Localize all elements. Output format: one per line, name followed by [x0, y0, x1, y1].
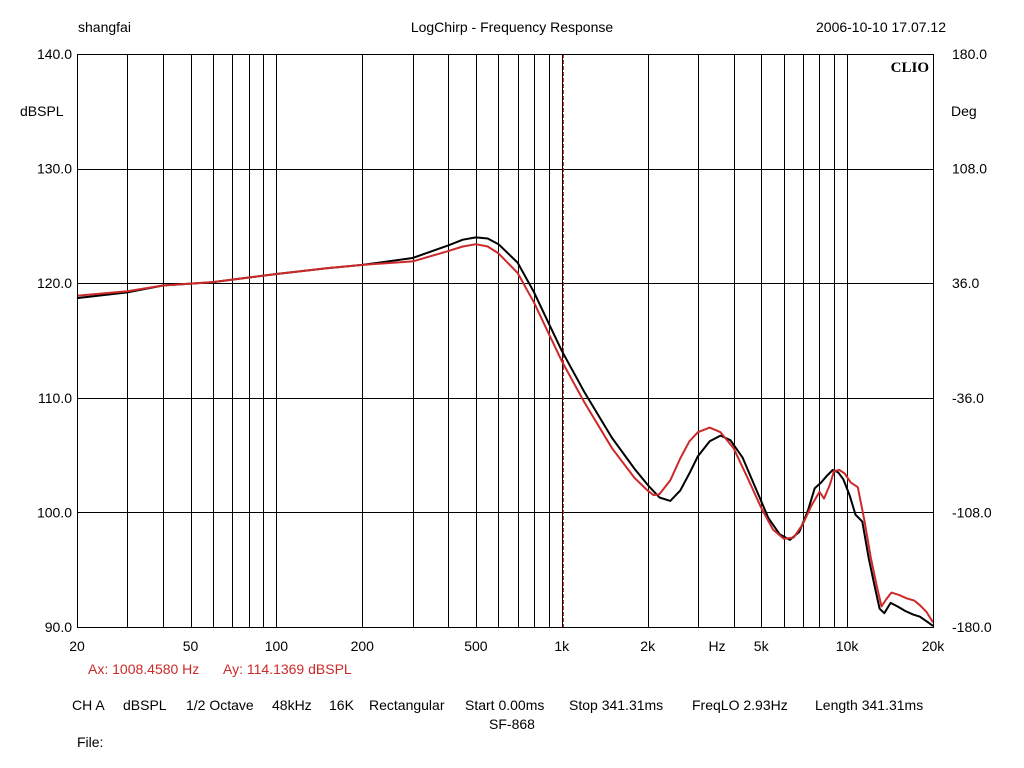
x-tick-label: 50	[183, 638, 199, 654]
footer-setting-item: CH A	[72, 697, 105, 713]
x-tick-label: Hz	[708, 638, 725, 654]
y2-tick-label: 108.0	[952, 161, 987, 177]
x-tick-label: 200	[351, 638, 375, 654]
series-line-2	[76, 243, 934, 623]
tick-labels: 20 50 100 200 500 1k 2k Hz 5k 10k 20k 90.0 100.0 110.…	[37, 46, 992, 654]
footer-setting-item: Start 0.00ms	[465, 697, 545, 713]
x-tick-label: 100	[265, 638, 289, 654]
y-axis-label: dBSPL	[20, 103, 64, 119]
y2-tick-label: -180.0	[952, 619, 992, 635]
y2-axis-label: Deg	[951, 103, 977, 119]
footer-setting-item: dBSPL	[123, 697, 167, 713]
y2-tick-label: 180.0	[952, 46, 987, 62]
footer-setting-item: Rectangular	[369, 697, 445, 713]
series-line-1	[76, 236, 934, 627]
file-label: File:	[77, 734, 104, 750]
footer-setting-item: Stop 341.31ms	[569, 697, 664, 713]
footer-setting-item: FreqLO 2.93Hz	[692, 697, 788, 713]
x-tick-label: 5k	[754, 638, 770, 654]
chart-title: LogChirp - Frequency Response	[410, 19, 614, 35]
footer-setting-item: 1/2 Octave	[186, 697, 254, 713]
header-timestamp: 2006-10-10 17.07.12	[816, 19, 946, 35]
footer-setting-item: 48kHz	[272, 697, 312, 713]
device-name: SF-868	[489, 716, 535, 732]
y-tick-label: 90.0	[45, 619, 72, 635]
x-tick-label: 10k	[836, 638, 860, 654]
x-tick-label: 2k	[640, 638, 656, 654]
footer-setting-item: 16K	[329, 697, 354, 713]
y2-tick-label: -36.0	[952, 390, 984, 406]
y-tick-label: 100.0	[37, 504, 72, 520]
plot-frame	[77, 54, 934, 628]
x-tick-label: 20	[69, 638, 85, 654]
y2-tick-label: -108.0	[952, 504, 992, 520]
x-tick-label: 1k	[554, 638, 570, 654]
y-tick-label: 130.0	[37, 161, 72, 177]
y-tick-label: 140.0	[37, 46, 72, 62]
y-tick-label: 110.0	[38, 390, 72, 406]
y2-tick-label: 36.0	[952, 275, 979, 291]
cursor-ax-readout: Ax: 1008.4580 Hz	[88, 661, 200, 677]
x-tick-label: 500	[464, 638, 488, 654]
footer-setting-item: Length 341.31ms	[815, 697, 924, 713]
y-tick-label: 120.0	[37, 275, 72, 291]
cursor-ay-readout: Ay: 114.1369 dBSPL	[223, 661, 352, 677]
x-tick-label: 20k	[922, 638, 946, 654]
grid	[77, 54, 933, 627]
series-layer	[76, 236, 934, 627]
header-user: shangfai	[78, 19, 131, 35]
clio-logo: CLIO	[891, 60, 929, 76]
